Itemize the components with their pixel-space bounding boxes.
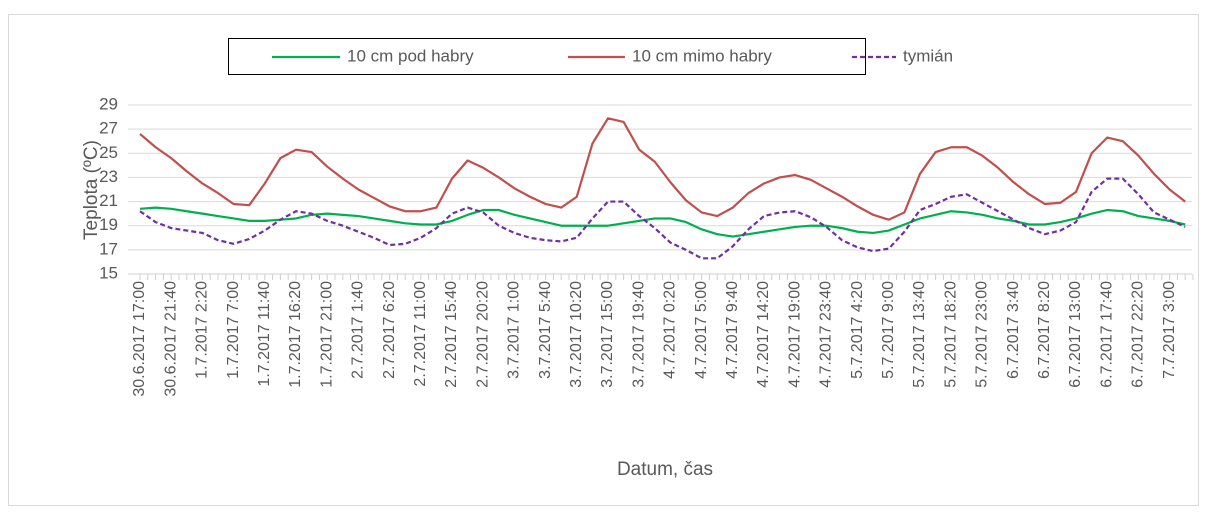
x-tick-label: 5.7.2017 13:40 [911, 281, 928, 388]
x-tick-label: 1.7.2017 2:20 [194, 281, 211, 379]
x-tick-label: 6.7.2017 3:40 [1005, 281, 1022, 379]
x-axis-title: Datum, čas [617, 459, 713, 480]
x-tick-label: 5.7.2017 23:00 [974, 281, 991, 388]
y-tick-label: 15 [99, 263, 118, 282]
x-tick-label: 2.7.2017 6:20 [381, 281, 398, 379]
legend-label: 10 cm mimo habry [632, 46, 772, 65]
x-tick-label: 1.7.2017 11:40 [256, 281, 273, 387]
x-tick-label: 2.7.2017 20:20 [474, 281, 491, 388]
x-tick-label: 5.7.2017 9:00 [880, 281, 897, 379]
series-line [139, 117, 1186, 221]
y-tick-label: 19 [99, 215, 118, 234]
legend-label: 10 cm pod habry [347, 46, 474, 65]
y-tick-label: 29 [99, 94, 118, 113]
x-tick-label: 5.7.2017 18:20 [942, 281, 959, 388]
x-tick-label: 4.7.2017 5:00 [693, 281, 710, 379]
y-tick-label: 17 [99, 239, 118, 258]
x-tick-label: 3.7.2017 19:40 [630, 281, 647, 388]
series-line [139, 206, 1186, 238]
x-tick-label: 4.7.2017 9:40 [724, 281, 741, 379]
x-tick-label: 6.7.2017 13:00 [1067, 281, 1084, 388]
y-tick-label: 27 [99, 119, 118, 138]
y-tick-label: 21 [99, 191, 118, 210]
x-tick-label: 4.7.2017 0:20 [662, 281, 679, 379]
x-tick-label: 4.7.2017 14:20 [755, 281, 772, 388]
y-axis-title: Teplota (ºC) [81, 140, 102, 240]
x-tick-label: 6.7.2017 22:20 [1130, 281, 1147, 388]
x-tick-label: 2.7.2017 15:40 [443, 281, 460, 388]
x-tick-label: 6.7.2017 8:20 [1036, 281, 1053, 379]
x-tick-label: 30.6.2017 17:00 [131, 281, 148, 397]
y-tick-label: 23 [99, 167, 118, 186]
chart-border [8, 14, 1199, 506]
x-tick-label: 3.7.2017 1:00 [506, 281, 523, 379]
series-line [139, 177, 1186, 260]
x-tick-label: 6.7.2017 17:40 [1098, 281, 1115, 388]
x-tick-label: 1.7.2017 21:00 [318, 281, 335, 388]
x-tick-label: 30.6.2017 21:40 [162, 281, 179, 397]
x-tick-label: 4.7.2017 19:00 [786, 281, 803, 388]
x-tick-label: 3.7.2017 5:40 [537, 281, 554, 379]
x-tick-label: 1.7.2017 7:00 [225, 281, 242, 379]
x-tick-label: 2.7.2017 1:40 [350, 281, 367, 379]
x-tick-label: 3.7.2017 10:20 [568, 281, 585, 388]
x-tick-label: 5.7.2017 4:20 [849, 281, 866, 379]
x-tick-label: 7.7.2017 3:00 [1161, 281, 1178, 379]
y-tick-label: 25 [99, 143, 118, 162]
x-tick-label: 2.7.2017 11:00 [412, 281, 429, 387]
legend-label: tymián [903, 46, 953, 65]
x-tick-label: 1.7.2017 16:20 [287, 281, 304, 388]
x-tick-label: 4.7.2017 23:40 [818, 281, 835, 388]
x-tick-label: 3.7.2017 15:00 [599, 281, 616, 388]
